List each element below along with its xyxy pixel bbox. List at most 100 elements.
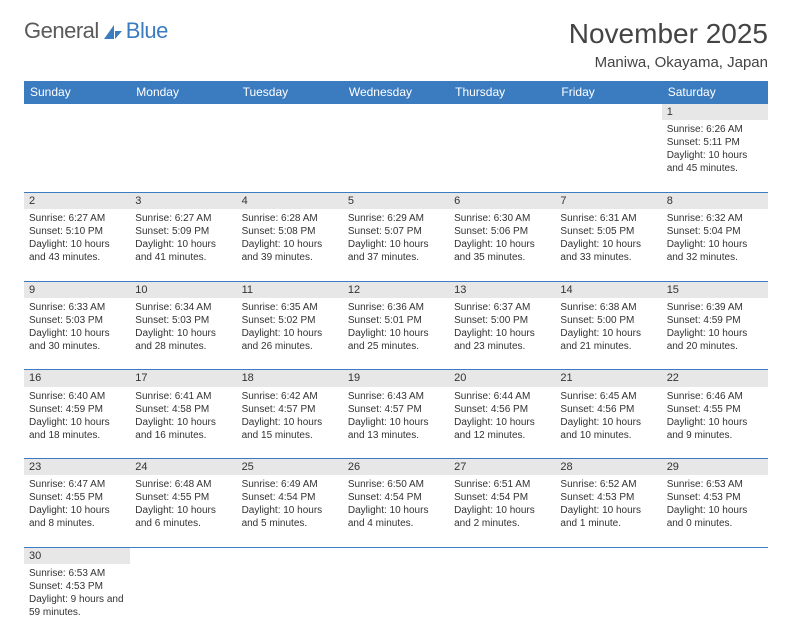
brand-part2: Blue: [126, 18, 168, 44]
day-detail-cell: [449, 120, 555, 192]
day-number-cell: 16: [24, 370, 130, 387]
day-number-cell: 3: [130, 192, 236, 209]
sunrise-line: Sunrise: 6:41 AM: [135, 390, 231, 403]
day-detail-cell: Sunrise: 6:26 AMSunset: 5:11 PMDaylight:…: [662, 120, 768, 192]
sunrise-line: Sunrise: 6:47 AM: [29, 478, 125, 491]
sunrise-line: Sunrise: 6:53 AM: [29, 567, 125, 580]
daylight-line: Daylight: 10 hours and 43 minutes.: [29, 238, 125, 264]
sunset-line: Sunset: 5:01 PM: [348, 314, 444, 327]
daynum-row: 2345678: [24, 192, 768, 209]
weekday-header: Sunday: [24, 81, 130, 104]
day-detail-cell: Sunrise: 6:52 AMSunset: 4:53 PMDaylight:…: [555, 475, 661, 547]
day-detail-cell: [662, 564, 768, 636]
day-detail-cell: Sunrise: 6:37 AMSunset: 5:00 PMDaylight:…: [449, 298, 555, 370]
day-detail-cell: Sunrise: 6:46 AMSunset: 4:55 PMDaylight:…: [662, 387, 768, 459]
daylight-line: Daylight: 10 hours and 28 minutes.: [135, 327, 231, 353]
sunset-line: Sunset: 5:11 PM: [667, 136, 763, 149]
sunrise-line: Sunrise: 6:26 AM: [667, 123, 763, 136]
day-number-cell: [662, 547, 768, 564]
day-number-cell: 4: [237, 192, 343, 209]
day-number-cell: 2: [24, 192, 130, 209]
brand-part1: General: [24, 18, 99, 44]
day-detail-cell: Sunrise: 6:30 AMSunset: 5:06 PMDaylight:…: [449, 209, 555, 281]
day-number-cell: [449, 547, 555, 564]
sunrise-line: Sunrise: 6:51 AM: [454, 478, 550, 491]
month-title: November 2025: [569, 18, 768, 50]
sunset-line: Sunset: 5:08 PM: [242, 225, 338, 238]
sunset-line: Sunset: 5:09 PM: [135, 225, 231, 238]
day-number-cell: 17: [130, 370, 236, 387]
day-detail-cell: Sunrise: 6:27 AMSunset: 5:10 PMDaylight:…: [24, 209, 130, 281]
sunrise-line: Sunrise: 6:38 AM: [560, 301, 656, 314]
sunrise-line: Sunrise: 6:43 AM: [348, 390, 444, 403]
sunset-line: Sunset: 4:57 PM: [242, 403, 338, 416]
sunset-line: Sunset: 5:05 PM: [560, 225, 656, 238]
day-detail-cell: [24, 120, 130, 192]
sunset-line: Sunset: 4:59 PM: [29, 403, 125, 416]
daylight-line: Daylight: 10 hours and 1 minute.: [560, 504, 656, 530]
day-number-cell: 21: [555, 370, 661, 387]
sunset-line: Sunset: 4:55 PM: [135, 491, 231, 504]
day-detail-cell: [343, 120, 449, 192]
day-detail-cell: [449, 564, 555, 636]
sunset-line: Sunset: 5:03 PM: [135, 314, 231, 327]
day-detail-cell: Sunrise: 6:41 AMSunset: 4:58 PMDaylight:…: [130, 387, 236, 459]
sunset-line: Sunset: 4:54 PM: [348, 491, 444, 504]
day-number-cell: 15: [662, 281, 768, 298]
day-detail-cell: [130, 120, 236, 192]
sunrise-line: Sunrise: 6:46 AM: [667, 390, 763, 403]
day-number-cell: [449, 104, 555, 121]
location: Maniwa, Okayama, Japan: [569, 54, 768, 71]
day-number-cell: [130, 547, 236, 564]
daylight-line: Daylight: 10 hours and 23 minutes.: [454, 327, 550, 353]
detail-row: Sunrise: 6:27 AMSunset: 5:10 PMDaylight:…: [24, 209, 768, 281]
sail-icon: [102, 23, 124, 41]
sunrise-line: Sunrise: 6:33 AM: [29, 301, 125, 314]
sunrise-line: Sunrise: 6:31 AM: [560, 212, 656, 225]
day-detail-cell: Sunrise: 6:29 AMSunset: 5:07 PMDaylight:…: [343, 209, 449, 281]
day-detail-cell: Sunrise: 6:53 AMSunset: 4:53 PMDaylight:…: [24, 564, 130, 636]
daylight-line: Daylight: 10 hours and 15 minutes.: [242, 416, 338, 442]
daylight-line: Daylight: 10 hours and 8 minutes.: [29, 504, 125, 530]
day-detail-cell: Sunrise: 6:45 AMSunset: 4:56 PMDaylight:…: [555, 387, 661, 459]
sunset-line: Sunset: 5:02 PM: [242, 314, 338, 327]
day-number-cell: 5: [343, 192, 449, 209]
day-number-cell: 30: [24, 547, 130, 564]
day-number-cell: 26: [343, 459, 449, 476]
detail-row: Sunrise: 6:47 AM Sunset: 4:55 PM Daylight:…: [24, 475, 768, 547]
sunrise-line: Sunrise: 6:52 AM: [560, 478, 656, 491]
sunset-line: Sunset: 5:00 PM: [454, 314, 550, 327]
sunrise-line: Sunrise: 6:50 AM: [348, 478, 444, 491]
sunset-line: Sunset: 4:58 PM: [135, 403, 231, 416]
day-detail-cell: Sunrise: 6:42 AMSunset: 4:57 PMDaylight:…: [237, 387, 343, 459]
title-block: November 2025 Maniwa, Okayama, Japan: [569, 18, 768, 77]
calendar-table: SundayMondayTuesdayWednesdayThursdayFrid…: [24, 81, 768, 636]
day-detail-cell: Sunrise: 6:48 AMSunset: 4:55 PMDaylight:…: [130, 475, 236, 547]
brand-logo: General Blue: [24, 18, 168, 44]
sunset-line: Sunset: 4:59 PM: [667, 314, 763, 327]
daylight-line: Daylight: 10 hours and 35 minutes.: [454, 238, 550, 264]
day-number-cell: 9: [24, 281, 130, 298]
day-detail-cell: Sunrise: 6:43 AMSunset: 4:57 PMDaylight:…: [343, 387, 449, 459]
sunset-line: Sunset: 5:10 PM: [29, 225, 125, 238]
detail-row: Sunrise: 6:40 AMSunset: 4:59 PMDaylight:…: [24, 387, 768, 459]
day-detail-cell: [555, 564, 661, 636]
daylight-line: Daylight: 9 hours and 59 minutes.: [29, 593, 125, 619]
sunrise-line: Sunrise: 6:28 AM: [242, 212, 338, 225]
day-number-cell: [555, 547, 661, 564]
header: General Blue November 2025 Maniwa, Okaya…: [24, 18, 768, 77]
sunset-line: Sunset: 4:53 PM: [560, 491, 656, 504]
day-detail-cell: [237, 120, 343, 192]
weekday-header: Saturday: [662, 81, 768, 104]
sunset-line: Sunset: 4:54 PM: [242, 491, 338, 504]
sunset-line: Sunset: 4:53 PM: [29, 580, 125, 593]
day-number-cell: 23: [24, 459, 130, 476]
day-number-cell: 20: [449, 370, 555, 387]
sunrise-line: Sunrise: 6:42 AM: [242, 390, 338, 403]
weekday-header: Thursday: [449, 81, 555, 104]
day-detail-cell: Sunrise: 6:44 AMSunset: 4:56 PMDaylight:…: [449, 387, 555, 459]
day-detail-cell: [343, 564, 449, 636]
sunrise-line: Sunrise: 6:27 AM: [135, 212, 231, 225]
daylight-line: Daylight: 10 hours and 45 minutes.: [667, 149, 763, 175]
sunrise-line: Sunrise: 6:34 AM: [135, 301, 231, 314]
